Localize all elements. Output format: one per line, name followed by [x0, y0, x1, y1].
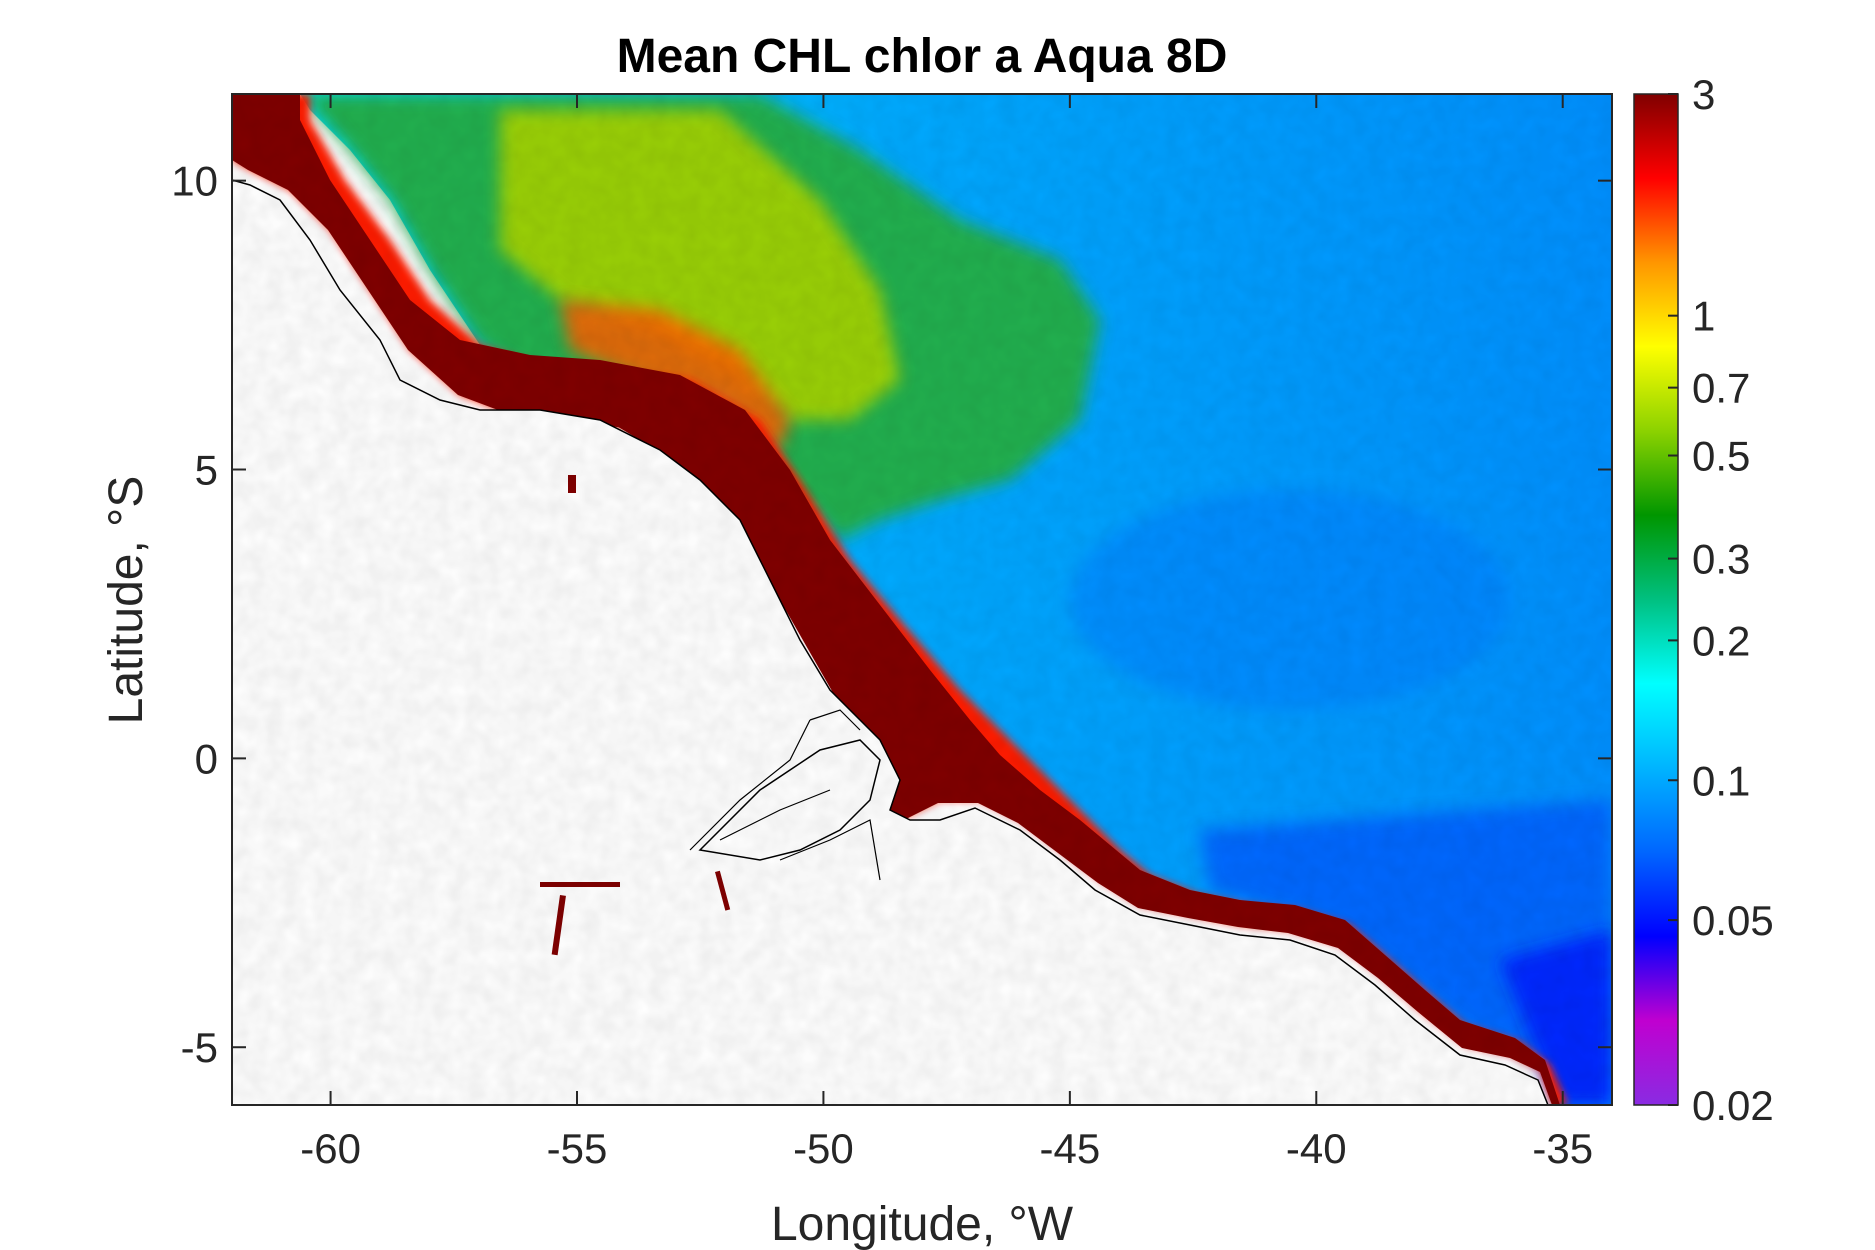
colorbar-tick-label: 0.02	[1692, 1082, 1774, 1129]
plot-frame	[231, 93, 1613, 1106]
texture-overlay	[232, 94, 1612, 1105]
x-tick-label: -55	[547, 1125, 608, 1172]
colorbar-ticks: 0.02 0.05 0.1 0.2 0.3 0.5 0.7 1 3	[1668, 71, 1774, 1129]
x-tick-label: -40	[1286, 1125, 1347, 1172]
colorbar	[1633, 93, 1679, 1106]
colorbar-tick-label: 1	[1692, 293, 1715, 340]
colorbar-tick-label: 0.1	[1692, 757, 1750, 804]
x-tick-label: -60	[300, 1125, 361, 1172]
plot-area	[232, 94, 1612, 1105]
colorbar-tick-label: 0.7	[1692, 365, 1750, 412]
chart-title: Mean CHL chlor a Aqua 8D	[617, 30, 1228, 83]
y-tick-label: 5	[195, 447, 218, 494]
x-tick-label: -45	[1040, 1125, 1101, 1172]
x-axis: -60 -55 -50 -45 -40 -35	[300, 94, 1593, 1172]
x-axis-label: Longitude, °W	[771, 1198, 1074, 1250]
colorbar-tick-label: 0.05	[1692, 897, 1774, 944]
y-tick-label: 0	[195, 735, 218, 782]
y-axis: -5 0 5 10	[171, 158, 1612, 1071]
x-tick-label: -35	[1532, 1125, 1593, 1172]
colorbar-tick-label: 0.3	[1692, 536, 1750, 583]
y-tick-label: 10	[171, 158, 218, 205]
y-axis-label: Latitude, °S	[100, 476, 153, 725]
colorbar-tick-label: 0.5	[1692, 433, 1750, 480]
x-tick-label: -50	[793, 1125, 854, 1172]
colorbar-tick-label: 3	[1692, 71, 1715, 118]
y-tick-label: -5	[181, 1024, 218, 1071]
colorbar-tick-label: 0.2	[1692, 617, 1750, 664]
